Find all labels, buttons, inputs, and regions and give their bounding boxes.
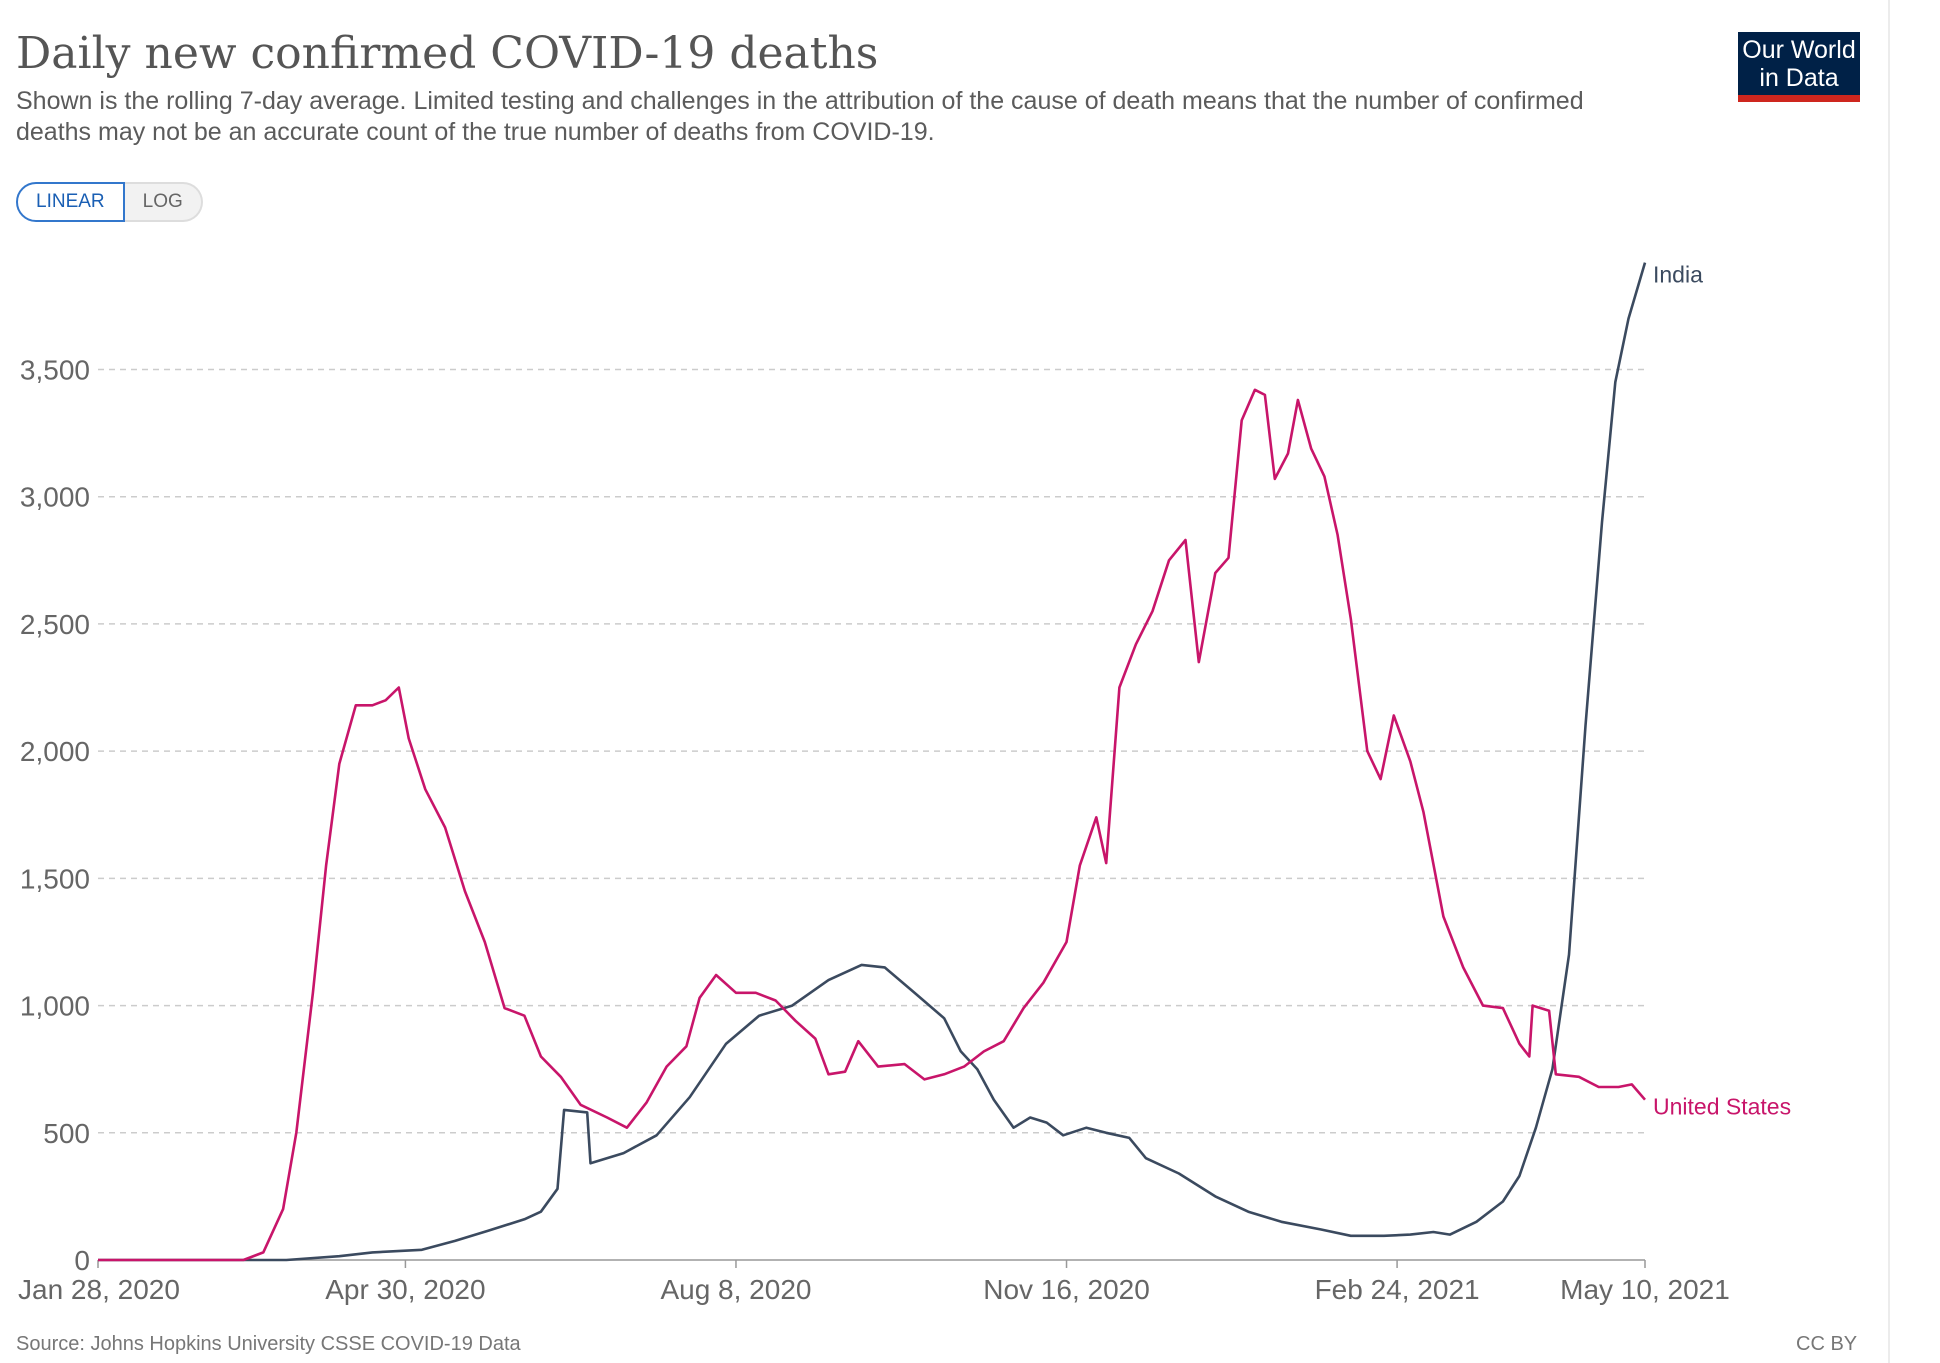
- source-note[interactable]: Source: Johns Hopkins University CSSE CO…: [16, 1333, 521, 1355]
- y-tick-label: 2,000: [20, 736, 90, 767]
- y-tick-label: 0: [74, 1245, 90, 1276]
- log-scale-button[interactable]: LOG: [124, 182, 203, 222]
- x-tick-label: Aug 8, 2020: [660, 1274, 811, 1305]
- line-chart: 0 500 1,000 1,500 2,000 2,500 3,000 3,500 Jan 28…: [18, 262, 1791, 1305]
- logo-line-2: in Data: [1759, 64, 1839, 92]
- x-tick-label: Nov 16, 2020: [983, 1274, 1150, 1305]
- x-tick-label: Apr 30, 2020: [325, 1274, 485, 1305]
- series-line-united_states: [98, 388, 1646, 1262]
- x-tick-label: May 10, 2021: [1560, 1274, 1730, 1305]
- x-tick-label: Feb 24, 2021: [1315, 1274, 1480, 1305]
- y-tick-label: 500: [43, 1118, 90, 1149]
- series-label-united_states: United States: [1653, 1094, 1791, 1120]
- logo-accent-bar: [1738, 95, 1860, 102]
- logo-line-1: Our World: [1742, 36, 1856, 64]
- chart-frame: [1888, 0, 1890, 1363]
- chart-title: Daily new confirmed COVID-19 deaths: [16, 28, 879, 79]
- y-tick-label: 3,000: [20, 482, 90, 513]
- y-tick-label: 3,500: [20, 354, 90, 385]
- scale-toggle: LINEAR LOG: [16, 182, 203, 222]
- owid-logo[interactable]: Our World in Data: [1738, 32, 1860, 102]
- linear-scale-button[interactable]: LINEAR: [16, 182, 125, 222]
- series-label-india: India: [1653, 262, 1703, 288]
- y-tick-label: 1,000: [20, 991, 90, 1022]
- x-tick-label: Jan 28, 2020: [18, 1274, 180, 1305]
- chart-subtitle: Shown is the rolling 7-day average. Limi…: [16, 87, 1584, 146]
- y-tick-label: 1,500: [20, 863, 90, 894]
- series-line-india: [98, 262, 1647, 1262]
- license-link[interactable]: CC BY: [1796, 1333, 1858, 1355]
- y-tick-label: 2,500: [20, 609, 90, 640]
